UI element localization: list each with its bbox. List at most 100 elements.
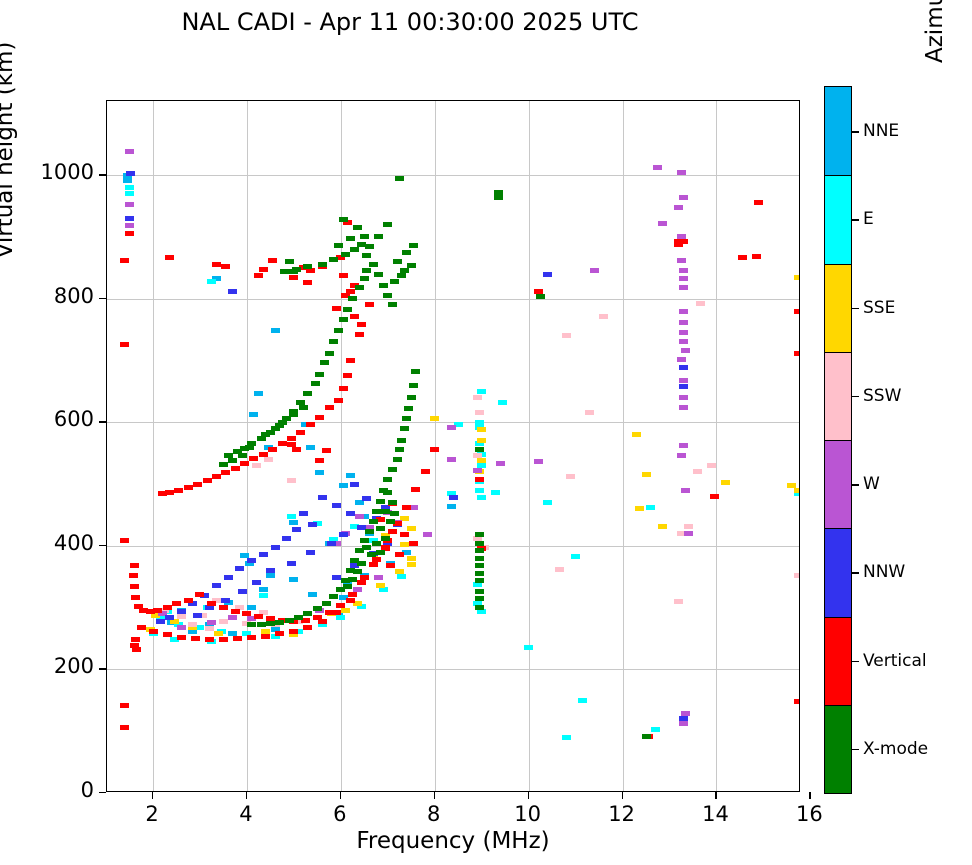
- echo-point: [387, 302, 397, 308]
- echo-point: [331, 575, 341, 581]
- echo-point: [136, 624, 146, 630]
- echo-point: [453, 422, 463, 428]
- echo-point: [474, 409, 484, 415]
- colorbar-label-nne: NNE: [863, 121, 900, 142]
- echo-point: [399, 532, 409, 538]
- echo-point: [794, 573, 799, 578]
- echo-point: [329, 537, 339, 543]
- echo-point: [474, 532, 484, 538]
- echo-point: [338, 217, 348, 223]
- echo-point: [430, 416, 440, 422]
- echo-point: [679, 239, 689, 245]
- echo-point: [402, 505, 412, 511]
- echo-point: [303, 611, 313, 617]
- echo-point: [679, 339, 689, 345]
- echo-point: [395, 446, 405, 452]
- echo-point: [357, 560, 367, 566]
- echo-point: [794, 699, 799, 705]
- echo-point: [291, 446, 301, 452]
- echo-point: [247, 616, 257, 622]
- echo-point: [674, 204, 684, 210]
- colorbar-segment-nnw: [825, 528, 851, 617]
- y-tick-mark: [99, 297, 106, 300]
- echo-point: [289, 628, 299, 634]
- echo-point: [350, 558, 360, 564]
- echo-point: [270, 619, 280, 625]
- echo-point: [674, 598, 684, 604]
- echo-point: [343, 219, 353, 225]
- echo-point: [228, 615, 238, 621]
- x-tick-label: 6: [333, 802, 347, 826]
- echo-point: [242, 621, 252, 627]
- echo-point: [542, 271, 552, 277]
- echo-point: [132, 647, 142, 653]
- echo-point: [289, 269, 299, 275]
- echo-point: [289, 519, 299, 525]
- echo-point: [535, 293, 545, 299]
- echo-point: [261, 628, 271, 634]
- echo-point: [345, 597, 355, 603]
- echo-point: [312, 606, 322, 612]
- x-tick-label: 10: [514, 802, 542, 826]
- echo-point: [251, 463, 261, 469]
- echo-point: [383, 476, 393, 482]
- echo-point: [676, 257, 686, 263]
- echo-point: [324, 610, 334, 616]
- echo-point: [129, 563, 139, 569]
- echo-point: [322, 448, 332, 454]
- colorbar-divider: [825, 616, 851, 618]
- echo-point: [681, 487, 691, 493]
- echo-point: [676, 234, 686, 240]
- echo-point: [258, 586, 268, 592]
- echo-point: [345, 472, 355, 478]
- echo-point: [446, 424, 456, 430]
- echo-point: [355, 332, 365, 338]
- gridline-vertical: [528, 101, 530, 791]
- echo-point: [164, 490, 174, 496]
- echo-point: [221, 597, 231, 603]
- echo-point: [162, 605, 172, 611]
- echo-point: [268, 446, 278, 452]
- echo-point: [794, 308, 799, 314]
- echo-point: [406, 555, 416, 561]
- colorbar-segment-x-mode: [825, 704, 851, 793]
- echo-point: [200, 592, 210, 598]
- echo-point: [366, 552, 376, 557]
- echo-point: [176, 613, 186, 619]
- echo-point: [305, 267, 315, 273]
- echo-point: [195, 591, 205, 597]
- echo-point: [270, 328, 280, 334]
- echo-point: [270, 425, 280, 431]
- gridline-horizontal: [107, 545, 799, 547]
- y-tick-mark: [99, 544, 106, 547]
- echo-point: [317, 618, 327, 624]
- echo-point: [721, 480, 731, 486]
- colorbar-tick-mark: [851, 307, 859, 310]
- echo-point: [183, 485, 193, 491]
- echo-point: [247, 440, 257, 446]
- echo-point: [251, 580, 261, 586]
- echo-point: [679, 308, 689, 314]
- echo-point: [233, 636, 243, 642]
- echo-point: [679, 365, 689, 371]
- echo-point: [193, 612, 203, 618]
- echo-point: [254, 613, 264, 619]
- echo-point: [268, 257, 278, 263]
- echo-point: [409, 382, 419, 388]
- echo-point: [195, 624, 205, 630]
- echo-point: [204, 637, 214, 643]
- colorbar-label: Azimuth Direction: [922, 0, 948, 170]
- echo-point: [493, 189, 503, 195]
- echo-point: [794, 275, 799, 281]
- echo-point: [683, 531, 693, 536]
- echo-point: [754, 199, 764, 205]
- echo-point: [709, 493, 719, 499]
- echo-point: [218, 637, 228, 643]
- echo-point: [376, 526, 386, 532]
- echo-point: [404, 406, 414, 412]
- echo-point: [634, 506, 644, 512]
- echo-point: [230, 608, 240, 614]
- echo-point: [472, 535, 482, 541]
- echo-point: [247, 558, 257, 564]
- echo-point: [324, 404, 334, 410]
